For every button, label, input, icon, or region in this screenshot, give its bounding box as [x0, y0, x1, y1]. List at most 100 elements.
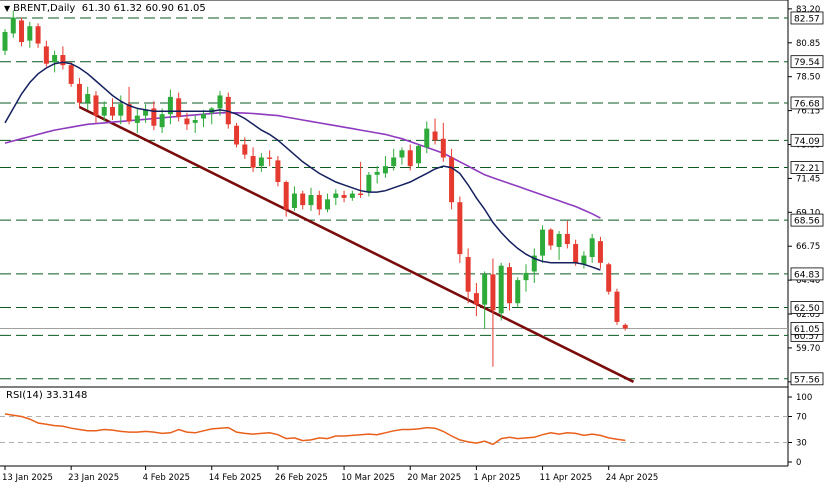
time-axis: 13 Jan 2025 23 Jan 2025 4 Feb 2025 14 Feb 2…	[2, 466, 658, 483]
candle-body	[159, 114, 165, 128]
time-tick-label: 10 Mar 2025	[341, 473, 395, 483]
candle-body	[589, 238, 595, 258]
candle-body	[217, 95, 223, 109]
descending-trendline	[78, 105, 635, 384]
price-tick-label: 78.50	[796, 73, 820, 83]
price-tick-label: 59.70	[796, 344, 820, 354]
time-tick-label: 26 Feb 2025	[275, 473, 328, 483]
price-tick-label: 83.20	[796, 5, 820, 15]
candle-body	[457, 202, 463, 255]
price-axis-labels: 83.2080.8578.5076.1573.8071.4569.1066.75…	[788, 5, 824, 388]
candle-body	[498, 265, 504, 314]
level-label: 62.50	[794, 304, 820, 314]
candle-body	[267, 157, 273, 159]
candle-body	[85, 94, 91, 103]
ohlc-readout: 61.30 61.32 60.90 61.05	[81, 3, 206, 14]
candle-body	[573, 244, 579, 263]
candle-body	[275, 160, 281, 183]
candle-body	[250, 156, 256, 168]
candle-body	[151, 108, 157, 126]
candle-body	[432, 131, 438, 141]
candle-body	[19, 20, 25, 43]
level-label: 57.56	[794, 375, 820, 385]
candle-body	[333, 193, 339, 198]
candle-body	[531, 255, 537, 272]
level-lines	[0, 17, 788, 380]
candle-body	[473, 293, 479, 305]
level-label: 74.09	[794, 137, 820, 147]
candle-body	[374, 171, 380, 175]
level-label-box	[790, 267, 824, 281]
candle-body	[200, 114, 206, 119]
candle-body	[556, 233, 562, 247]
candle-body	[101, 106, 107, 116]
candle-body	[606, 264, 612, 292]
candle-body	[234, 125, 240, 145]
price-tick-label: 64.40	[796, 276, 820, 286]
candle-body	[366, 174, 372, 193]
candle-body	[242, 144, 248, 155]
level-label-box	[790, 372, 824, 386]
rsi-tick-label: 30	[796, 439, 807, 449]
fast-ma-layer	[4, 61, 601, 271]
candle-body	[597, 241, 603, 263]
collapse-triangle-icon[interactable]: ▼	[4, 4, 11, 13]
candle-body	[184, 118, 190, 125]
candle-body	[10, 17, 16, 34]
time-tick-label: 1 Apr 2025	[473, 473, 520, 483]
rsi-label: RSI(14)	[6, 390, 43, 401]
level-label: 68.56	[794, 217, 820, 227]
candle-body	[564, 233, 570, 245]
candle-body	[515, 280, 521, 304]
slow-ma-line	[4, 112, 601, 219]
fast-ma-line	[4, 61, 601, 271]
time-tick-label: 14 Feb 2025	[209, 473, 262, 483]
candle-body	[490, 274, 496, 311]
level-label: 72.21	[794, 164, 820, 174]
candle-body	[622, 324, 628, 329]
price-tick-label: 69.10	[796, 208, 820, 218]
price-tick-label: 71.45	[796, 174, 820, 184]
level-label-box	[790, 55, 824, 69]
rsi-tick-label: 0	[796, 458, 801, 468]
candle-body	[308, 195, 314, 206]
time-tick-label: 20 Mar 2025	[407, 473, 461, 483]
time-tick-label: 11 Apr 2025	[540, 473, 593, 483]
candle-body	[93, 95, 99, 116]
level-label-box	[790, 213, 824, 227]
price-tick-label: 66.75	[796, 242, 820, 252]
time-tick-label: 24 Apr 2025	[606, 473, 659, 483]
slow-ma-layer	[4, 112, 601, 219]
candle-body	[449, 157, 455, 203]
time-tick-label: 4 Feb 2025	[143, 473, 191, 483]
current-price-box	[790, 322, 824, 335]
candle-body	[118, 104, 124, 116]
level-label-box	[790, 11, 824, 25]
price-tick-label: 76.15	[796, 107, 820, 117]
current-price-label: 61.05	[794, 325, 820, 335]
candle-body	[43, 46, 49, 64]
time-tick-label: 23 Jan 2025	[68, 473, 119, 483]
candle-body	[548, 229, 554, 246]
candle-body	[167, 96, 173, 115]
price-panel: 83.2080.8578.5076.1573.8071.4569.1066.75…	[0, 0, 824, 466]
level-label: 64.83	[794, 270, 820, 280]
candle-body	[76, 83, 82, 103]
trendline-layer	[78, 105, 635, 384]
candle-body	[581, 255, 587, 265]
rsi-layer: 100 70 30 0	[0, 393, 812, 468]
chart-header: ▼ BRENT,Daily 61.30 61.32 60.90 61.05	[4, 3, 206, 14]
candle-body	[291, 193, 297, 208]
candle-body	[407, 150, 413, 167]
candle-body	[614, 291, 620, 322]
symbol-label: BRENT,Daily	[13, 3, 76, 14]
candle-body	[341, 195, 347, 198]
price-tick-label: 62.05	[796, 310, 820, 320]
candle-body	[68, 65, 74, 84]
rsi-value: 33.3148	[45, 390, 88, 401]
candle-body	[35, 26, 41, 44]
level-label-box	[790, 133, 824, 147]
candle-body	[126, 104, 132, 122]
candle-body	[60, 55, 66, 66]
